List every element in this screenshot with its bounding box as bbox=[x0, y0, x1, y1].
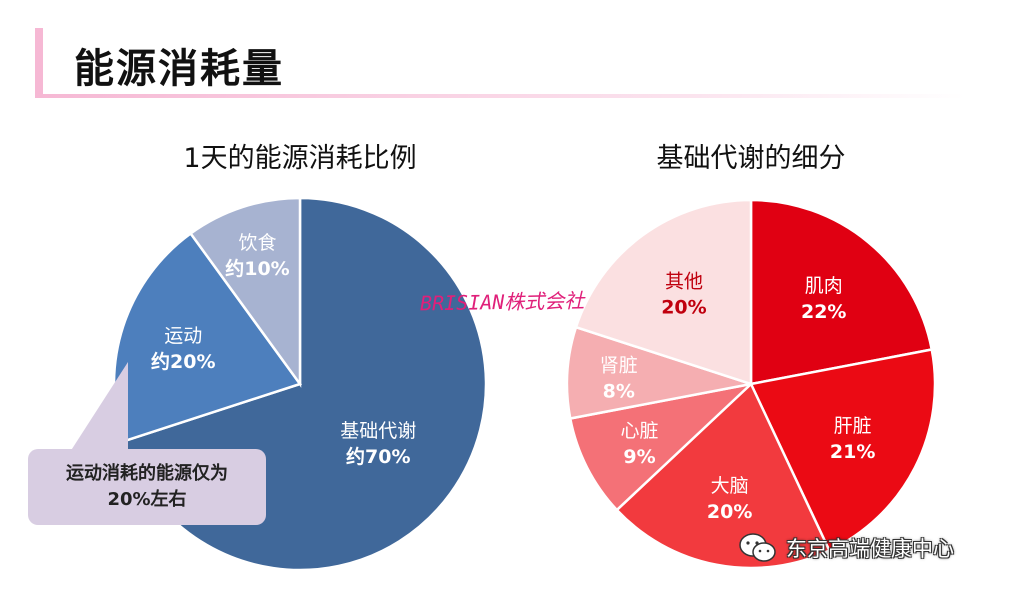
pie-slice bbox=[568, 381, 755, 512]
watermark: BRISIAN株式会社 bbox=[419, 288, 585, 316]
pie-slice bbox=[188, 196, 302, 388]
slice-value-label: 8% bbox=[603, 381, 635, 403]
slice-value-label: 20% bbox=[661, 297, 706, 319]
slice-name-label: 运动 bbox=[164, 325, 202, 347]
slice-name-label: 肝脏 bbox=[834, 415, 872, 437]
right-chart-title: 基础代谢的细分 bbox=[656, 143, 846, 174]
slice-value-label: 9% bbox=[623, 446, 655, 468]
pie-slice bbox=[749, 198, 934, 386]
pie-slice bbox=[749, 348, 937, 553]
brand-mark: 东京高端健康中心 bbox=[738, 532, 954, 564]
wechat-icon bbox=[739, 533, 776, 562]
pie-slice bbox=[615, 381, 832, 570]
slice-name-label: 肌肉 bbox=[805, 275, 843, 297]
slice-name-label: 肾脏 bbox=[600, 355, 638, 377]
slice-value-label: 约10% bbox=[225, 257, 289, 280]
callout-pointer bbox=[70, 362, 128, 452]
left-chart-title: 1天的能源消耗比例 bbox=[183, 143, 417, 174]
slice-value-label: 约70% bbox=[346, 445, 410, 468]
slice-name-label: 大脑 bbox=[711, 475, 749, 497]
slice-name-label: 饮食 bbox=[238, 232, 276, 254]
slice-name-label: 其他 bbox=[665, 271, 703, 293]
slice-value-label: 20% bbox=[707, 501, 752, 523]
pie-slice bbox=[574, 198, 753, 386]
slice-name-label: 心脏 bbox=[621, 420, 659, 442]
page-title: 能源消耗量 bbox=[74, 46, 284, 92]
slice-value-label: 约20% bbox=[151, 350, 215, 373]
title-accent-bar bbox=[35, 28, 43, 98]
right-pie: 肌肉 22% 肝脏 21% 大脑 20% 心脏 9% 肾脏 8% 其他 20% bbox=[565, 198, 937, 570]
pie-slice bbox=[565, 325, 752, 420]
slice-value-label: 22% bbox=[801, 301, 846, 323]
callout-box: 运动消耗的能源仅为 20%左右 bbox=[28, 449, 266, 525]
slice-name-label: 基础代谢 bbox=[340, 420, 416, 442]
brand-text: 东京高端健康中心 bbox=[786, 537, 954, 561]
title-underline bbox=[35, 94, 965, 98]
slice-value-label: 21% bbox=[830, 441, 875, 463]
